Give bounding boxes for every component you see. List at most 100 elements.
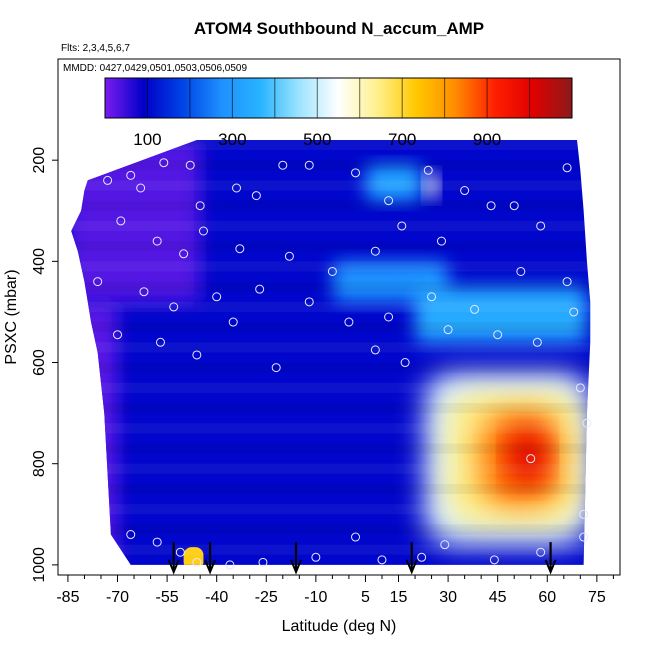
stripe — [71, 362, 591, 373]
observation-point — [304, 297, 314, 307]
observation-points — [93, 158, 592, 570]
observation-point — [116, 216, 126, 226]
observation-point — [235, 244, 245, 254]
stripe — [71, 301, 591, 312]
observation-point — [152, 236, 162, 246]
observation-point — [562, 277, 572, 287]
observation-point — [327, 266, 337, 276]
x-tick-label: 75 — [588, 589, 606, 606]
observation-point — [251, 191, 261, 201]
observation-point — [493, 330, 503, 340]
observation-point — [169, 302, 179, 312]
observation-point — [179, 249, 189, 259]
observation-point — [136, 183, 146, 193]
observation-point — [258, 557, 268, 567]
observation-point — [417, 552, 427, 562]
observation-point — [509, 201, 519, 211]
heatmap-region-bottom-orange — [183, 547, 204, 565]
x-tick-label: 15 — [390, 589, 408, 606]
observation-point — [470, 304, 480, 314]
stripe — [71, 241, 591, 252]
observation-point — [486, 201, 496, 211]
stripe — [71, 423, 591, 434]
observation-point — [579, 532, 589, 542]
observation-point — [427, 292, 437, 302]
colorbar-gradient — [104, 77, 573, 119]
chart-title: ATOM4 Southbound N_accum_AMP — [194, 19, 484, 38]
stripe — [71, 281, 591, 292]
profile-marker — [290, 542, 302, 575]
y-tick-label: 1000 — [31, 547, 48, 583]
observation-point — [579, 509, 589, 519]
observation-point — [351, 168, 361, 178]
observation-point — [384, 312, 394, 322]
x-tick-label: -70 — [106, 589, 129, 606]
observation-point — [126, 530, 136, 540]
stripe — [71, 261, 591, 272]
x-tick-label: 5 — [361, 589, 370, 606]
observation-point — [377, 555, 387, 565]
stripe — [71, 544, 591, 555]
observation-point — [271, 363, 281, 373]
plot-frame — [57, 58, 621, 576]
observation-point — [152, 537, 162, 547]
observation-point — [344, 317, 354, 327]
stripe — [71, 180, 591, 191]
stripe — [71, 524, 591, 535]
y-axis-label: PSXC (mbar) — [3, 269, 20, 364]
observation-point — [255, 284, 265, 294]
observation-point — [516, 266, 526, 276]
flights-subtitle: Flts: 2,3,4,5,6,7 — [61, 43, 130, 54]
y-tick-label: 200 — [31, 147, 48, 174]
observation-point — [423, 165, 433, 175]
y-tick-label: 800 — [31, 450, 48, 477]
observation-point — [443, 325, 453, 335]
stripe — [71, 443, 591, 454]
colorbar-divisions — [146, 78, 531, 118]
observation-point — [155, 337, 165, 347]
observation-point — [575, 383, 585, 393]
colorbar-tick-label: 100 — [133, 130, 161, 149]
observation-point — [198, 226, 208, 236]
stripe — [71, 483, 591, 495]
stripe — [71, 463, 591, 474]
heatmap-region-upper-left-purple — [71, 139, 201, 302]
profile-marker — [544, 542, 557, 575]
profile-marker — [204, 542, 216, 575]
observation-point — [192, 350, 202, 360]
profile-markers — [167, 542, 557, 575]
heatmap-region-top-band-white — [424, 172, 439, 199]
stripe — [71, 403, 591, 414]
observation-point — [212, 292, 222, 302]
colorbar-tick-labels: 100 300 500 700 900 — [133, 130, 501, 149]
stripe — [71, 342, 591, 353]
observation-point — [159, 158, 169, 168]
observation-point — [536, 547, 546, 557]
observation-point — [304, 160, 314, 170]
observation-point — [175, 547, 185, 557]
stripe — [71, 160, 591, 171]
stripe — [71, 139, 591, 151]
observation-point — [397, 221, 407, 231]
observation-point — [113, 330, 123, 340]
observation-point — [526, 454, 536, 464]
heatmap-region-top-band-light — [365, 165, 422, 201]
stripe — [71, 504, 591, 515]
x-axis-label: Latitude (deg N) — [282, 618, 397, 635]
observation-point — [370, 345, 380, 355]
y-axis: 200 400 600 800 1000 — [31, 147, 58, 583]
dates-subtitle: MMDD: 0427,0429,0501,0503,0506,0509 — [63, 63, 247, 74]
x-tick-label: -10 — [304, 589, 327, 606]
observation-point — [460, 186, 470, 196]
profile-marker — [405, 542, 418, 575]
observation-point — [569, 307, 579, 317]
x-tick-label: 45 — [489, 589, 507, 606]
y-tick-label: 400 — [31, 248, 48, 275]
observation-point — [185, 160, 195, 170]
observation-point — [93, 277, 103, 287]
x-tick-label: -85 — [56, 589, 79, 606]
x-tick-label: -40 — [205, 589, 228, 606]
observation-point — [536, 221, 546, 231]
flight-level-stripes — [71, 139, 591, 555]
